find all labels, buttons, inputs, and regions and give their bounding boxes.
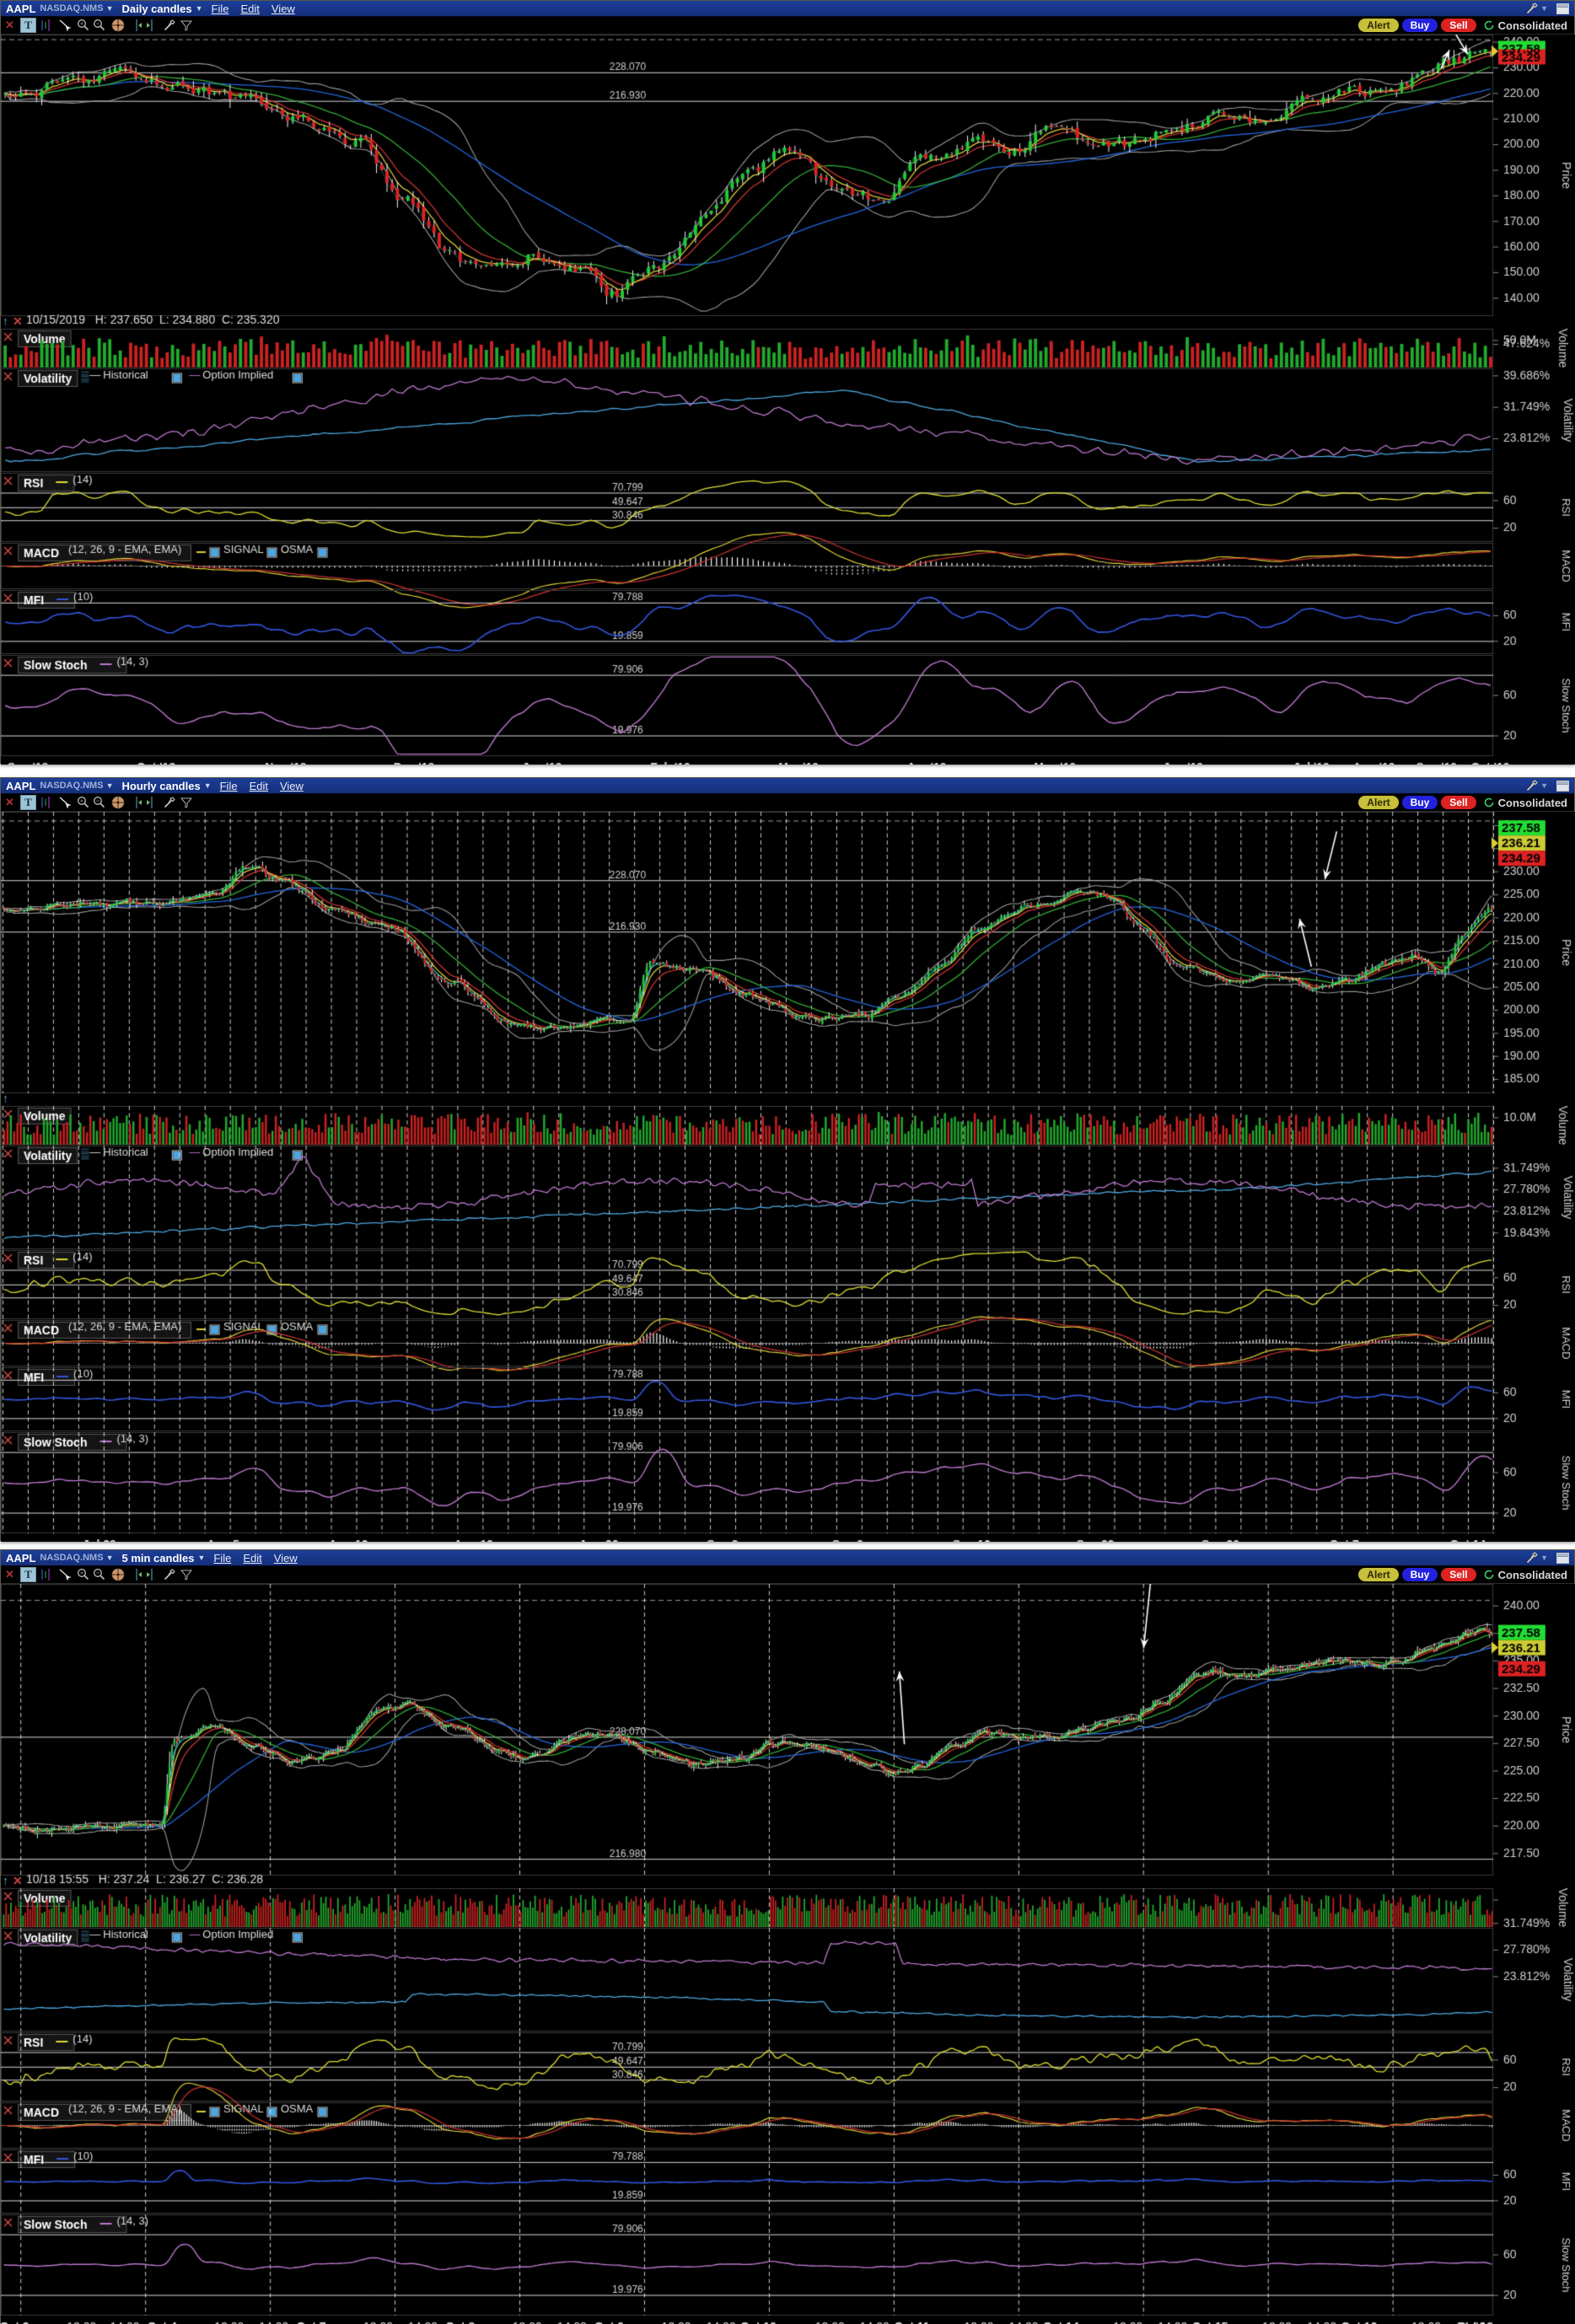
- svg-text:✕: ✕: [5, 797, 14, 808]
- svg-text:✕: ✕: [5, 19, 14, 31]
- svg-text:✕: ✕: [5, 1569, 14, 1581]
